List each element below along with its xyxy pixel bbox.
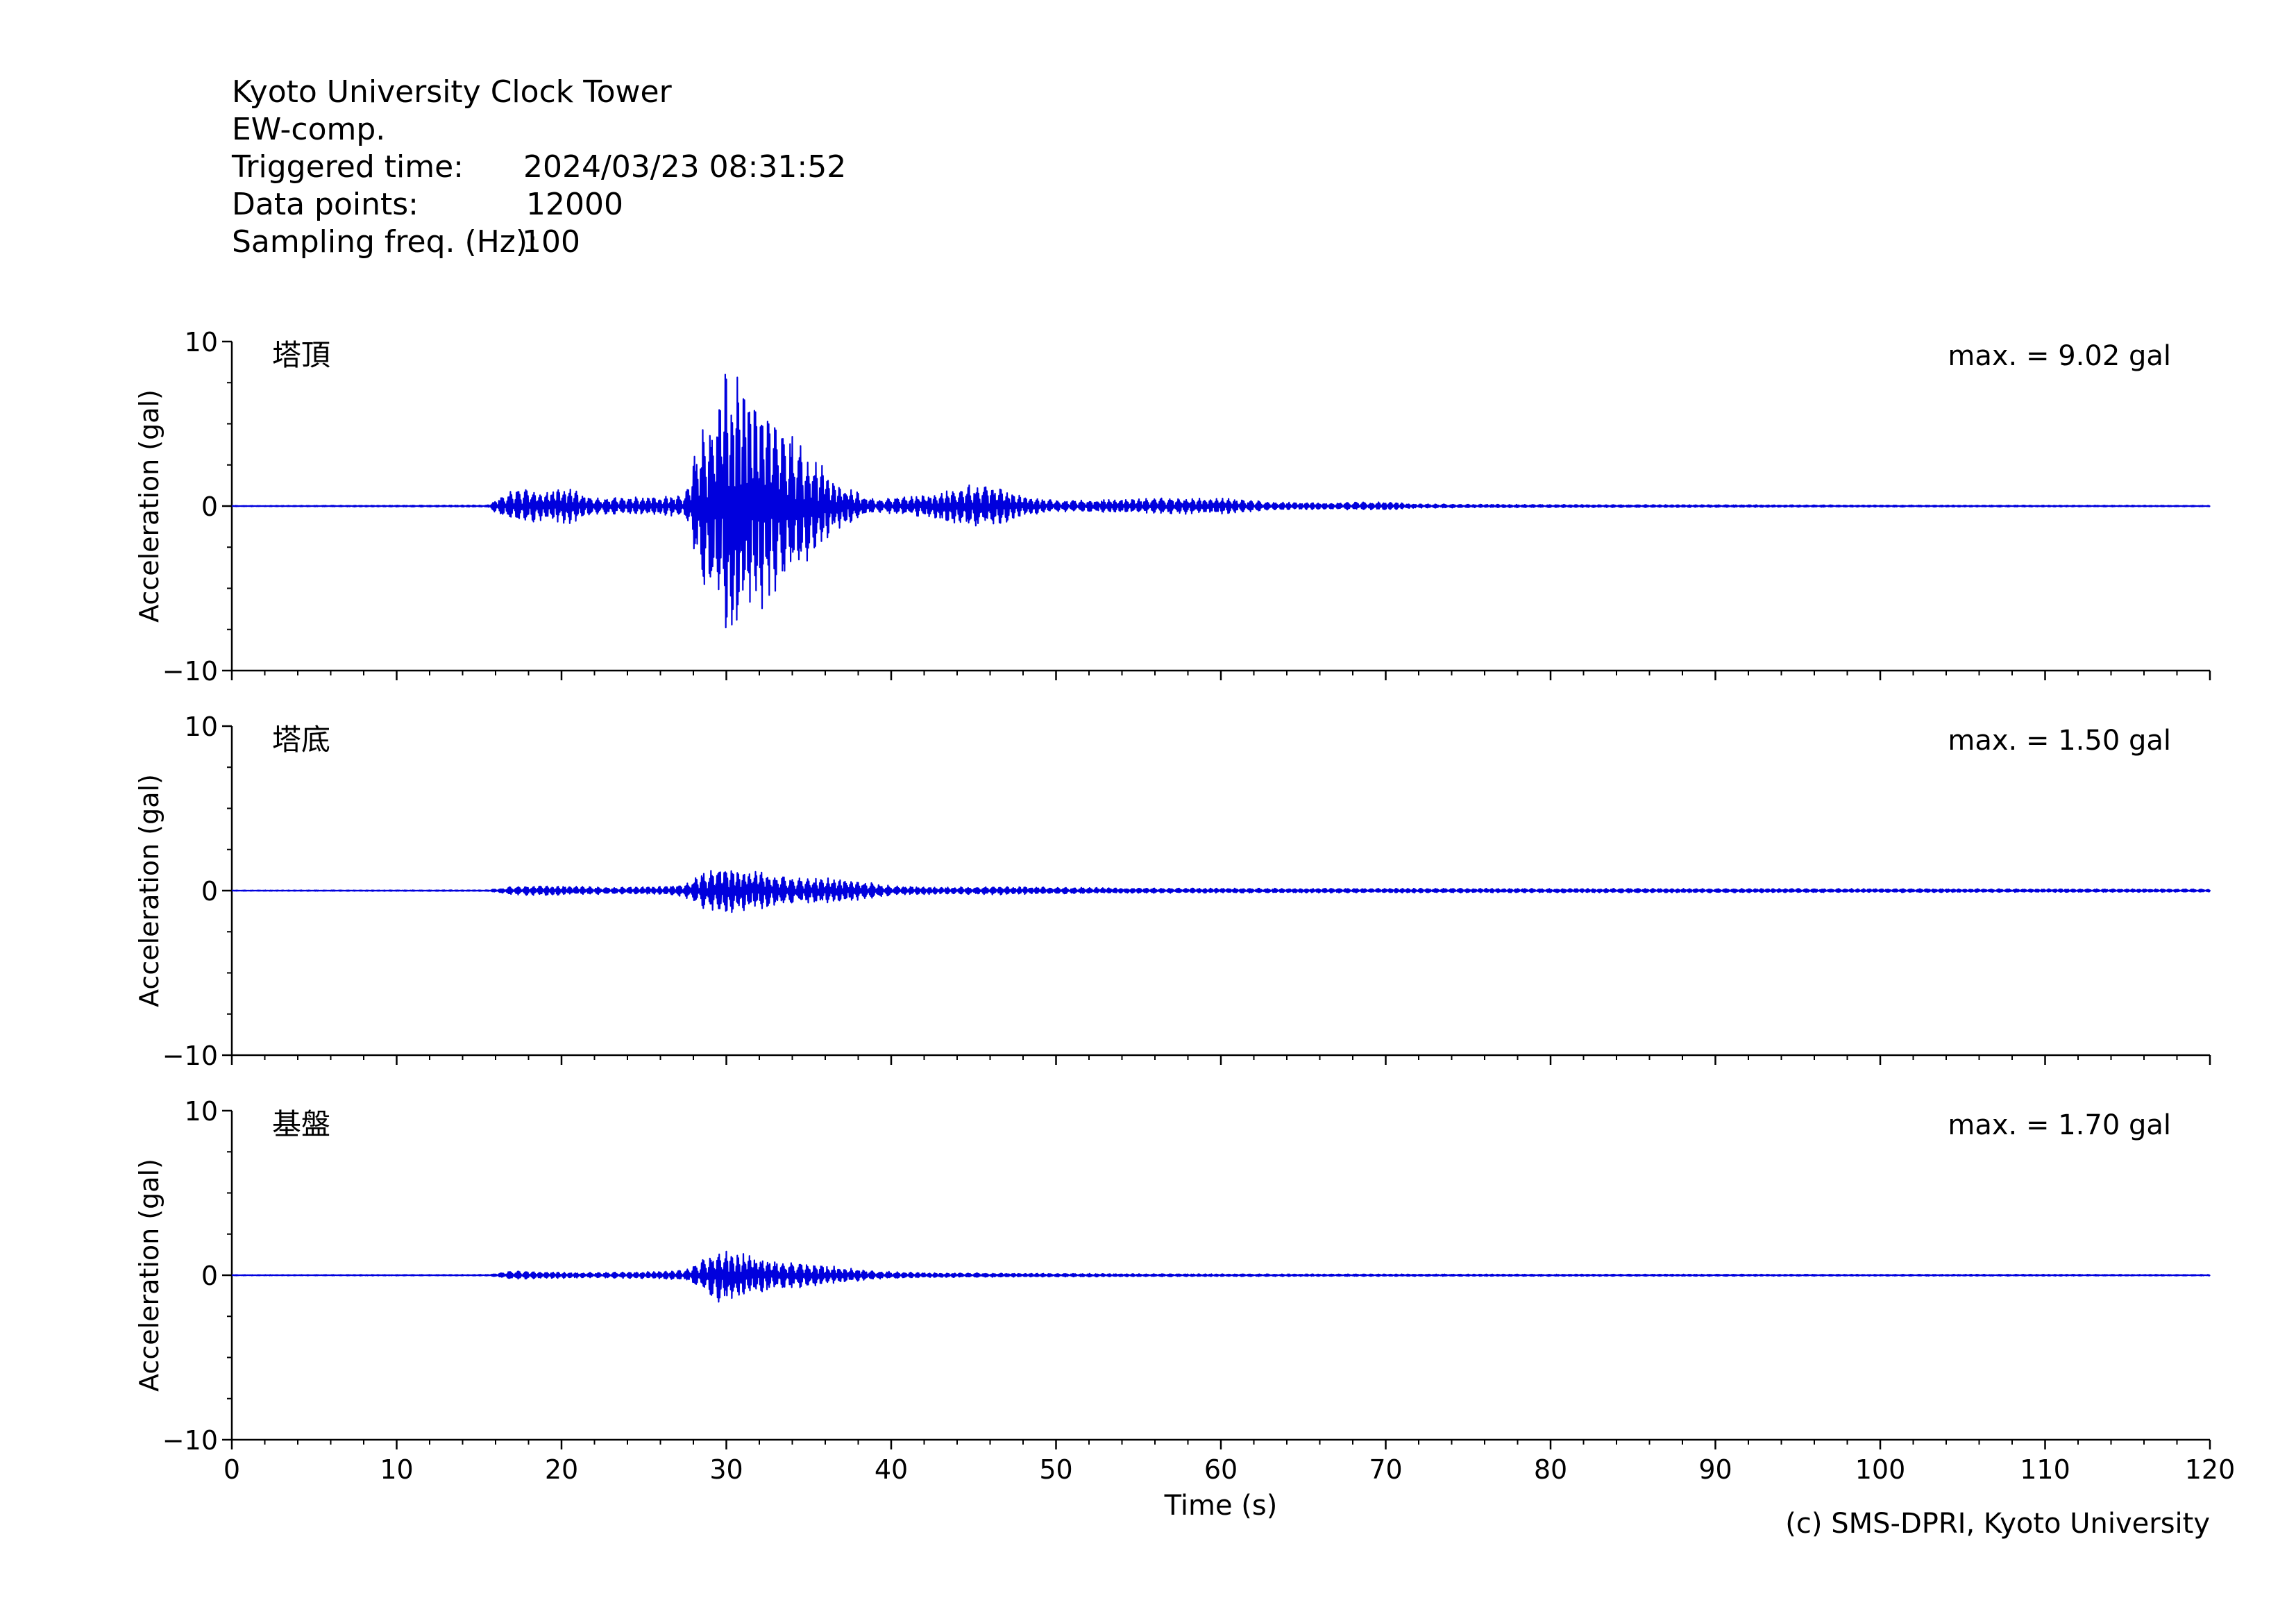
x-tick-label: 40	[875, 1454, 908, 1485]
x-tick-label: 30	[709, 1454, 743, 1485]
x-tick-label: 100	[1855, 1454, 1906, 1485]
component-text: EW-comp.	[232, 112, 386, 147]
x-tick-label: 10	[380, 1454, 413, 1485]
panel-max-label: max. = 1.50 gal	[1948, 725, 2171, 757]
x-tick-label: 80	[1534, 1454, 1567, 1485]
seismogram-panel-1: 10 0 −10 Acceleration (gal) 塔頂 max. = 9.02 ga…	[134, 327, 2211, 687]
x-tick-label: 90	[1698, 1454, 1732, 1485]
x-tick-label: 110	[2020, 1454, 2070, 1485]
panel-max-label: max. = 9.02 gal	[1948, 340, 2171, 372]
y-tick-label: 10	[185, 327, 218, 358]
x-tick-label: 70	[1369, 1454, 1402, 1485]
x-tick-label: 60	[1204, 1454, 1238, 1485]
y-axis-title: Acceleration (gal)	[134, 389, 164, 623]
y-axis-title: Acceleration (gal)	[134, 1159, 164, 1392]
sampling-freq-label: Sampling freq. (Hz):	[232, 224, 538, 260]
y-tick-label: 10	[185, 1096, 218, 1127]
x-tick-label: 50	[1039, 1454, 1072, 1485]
y-tick-label: 0	[201, 491, 218, 522]
acceleration-waveform	[231, 870, 2211, 914]
y-tick-label: 10	[185, 712, 218, 742]
acceleration-waveform	[231, 1250, 2211, 1303]
seismogram-panel-2: 10 0 −10 Acceleration (gal) 塔底 max. = 1.50 ga…	[134, 712, 2211, 1071]
triggered-time-label: Triggered time:	[232, 149, 464, 185]
triggered-time-value: 2024/03/23 08:31:52	[523, 149, 847, 185]
x-tick-label: 0	[223, 1454, 240, 1485]
copyright-notice: (c) SMS-DPRI, Kyoto University	[1785, 1508, 2210, 1540]
y-axis-title: Acceleration (gal)	[134, 774, 164, 1007]
x-tick-label: 120	[2185, 1454, 2236, 1485]
panel-location-label: 塔底	[272, 723, 330, 757]
panel-location-label: 塔頂	[272, 338, 330, 372]
panel-max-label: max. = 1.70 gal	[1948, 1109, 2171, 1141]
data-points-value: 12000	[526, 187, 623, 222]
data-points-label: Data points:	[232, 187, 419, 222]
panel-location-label: 基盤	[272, 1107, 330, 1141]
y-tick-label: 0	[201, 1261, 218, 1291]
x-tick-label: 20	[545, 1454, 578, 1485]
station-title-text: Kyoto University Clock Tower	[232, 74, 672, 110]
y-tick-label: 0	[201, 876, 218, 907]
y-tick-label: −10	[162, 656, 218, 687]
sampling-freq-value: 100	[522, 224, 580, 260]
y-tick-label: −10	[162, 1425, 218, 1456]
x-axis-title: Time (s)	[1164, 1490, 1278, 1522]
y-tick-label: −10	[162, 1041, 218, 1071]
acceleration-waveform	[231, 373, 2211, 629]
